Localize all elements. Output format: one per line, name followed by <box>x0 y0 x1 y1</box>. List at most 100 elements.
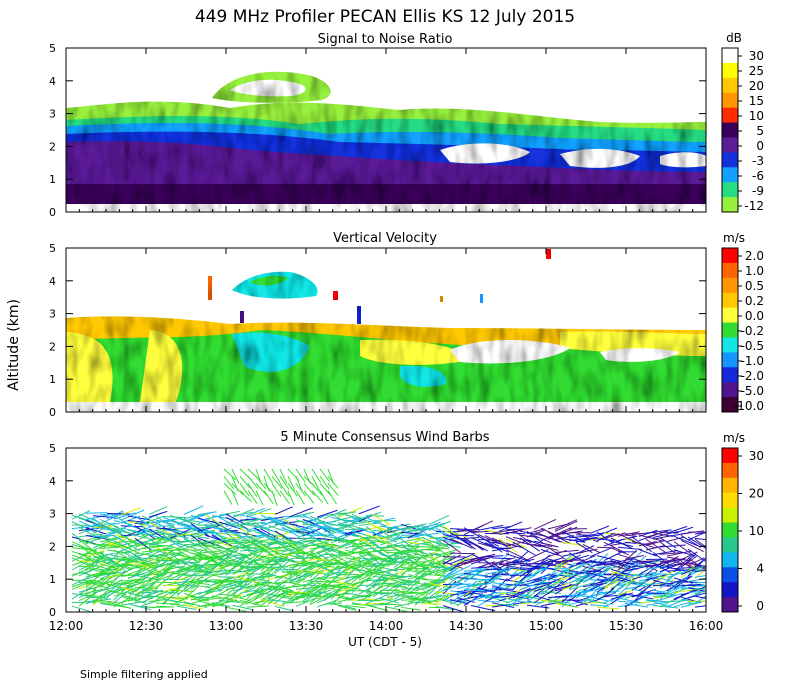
wind-barb <box>358 535 375 548</box>
wind-barb <box>449 599 469 605</box>
wind-barb <box>148 568 172 580</box>
wind-barb <box>519 601 544 603</box>
wind-barb <box>295 564 315 583</box>
wind-barb <box>568 587 588 602</box>
wind-barb <box>288 507 313 518</box>
wind-barb <box>351 598 378 601</box>
wind-barb <box>491 562 513 578</box>
wind-barb <box>428 594 450 600</box>
snr-colorbar-swatch <box>722 48 738 64</box>
wind-barb <box>218 510 240 516</box>
wind-barb <box>337 566 358 569</box>
wind-barb <box>323 512 347 516</box>
wind-barb <box>449 528 473 531</box>
wind-barb <box>484 595 510 604</box>
wind-barb <box>421 521 441 530</box>
wind-barb <box>218 546 238 553</box>
snr-colorbar-swatch <box>722 107 738 124</box>
wind-barb <box>134 585 154 597</box>
wind-barb <box>106 541 125 549</box>
wind-barb <box>302 570 325 575</box>
snr-y-tick-label: 5 <box>49 42 56 55</box>
wind-barb <box>428 546 449 550</box>
wind-barb <box>239 521 266 526</box>
wind-barb <box>232 519 257 527</box>
wind-barb <box>645 574 665 578</box>
wind-barb <box>470 537 493 548</box>
wind-barb <box>386 555 402 568</box>
wind-barb <box>617 546 642 551</box>
wind-barb <box>218 538 241 542</box>
wind-barb <box>246 536 270 548</box>
wind-barb <box>311 483 323 496</box>
wind-barb <box>253 584 274 601</box>
wind-barb <box>456 581 482 590</box>
wind-barb <box>127 564 152 572</box>
wind-barb <box>449 558 467 571</box>
wind-barb <box>498 521 523 532</box>
wind-barb <box>155 561 175 580</box>
wind-barb <box>638 558 663 565</box>
wind-barb <box>547 531 571 545</box>
wind-barb <box>176 542 198 550</box>
wind-barb <box>141 515 165 528</box>
wind-barb <box>484 555 504 558</box>
wind-barb <box>687 592 706 599</box>
wind-barb <box>302 555 324 560</box>
wind-barb <box>267 581 285 594</box>
snr-bright-patches <box>440 143 706 168</box>
wind-barb <box>295 490 305 505</box>
wind-barb <box>92 543 117 546</box>
wind-barb <box>470 582 492 587</box>
wind-barb <box>223 475 235 490</box>
wind-barb <box>309 564 324 578</box>
wind-barb <box>316 537 341 542</box>
wind-barb <box>231 476 239 492</box>
wind-barb <box>603 579 624 588</box>
wind-barb <box>568 554 590 562</box>
wind-colorbar-swatch <box>722 537 738 553</box>
wind-barb <box>246 582 268 589</box>
wind-barb <box>99 556 124 568</box>
wind-barb <box>477 578 500 581</box>
wind-barb <box>666 598 688 608</box>
wind-barb <box>120 586 140 594</box>
wind-barb <box>631 594 654 600</box>
wind-barb <box>141 570 161 578</box>
wind-barb <box>386 551 412 556</box>
x-axis-label: UT (CDT - 5) <box>348 635 422 649</box>
wind-barb <box>365 537 384 551</box>
wind-barb <box>358 570 378 581</box>
wind-barb <box>596 563 623 569</box>
wind-colorbar-unit: m/s <box>723 431 745 445</box>
wind-barb <box>225 528 246 542</box>
wind-barb <box>477 533 500 545</box>
wind-barb <box>134 515 151 528</box>
wind-barb <box>400 558 419 572</box>
wind-barb <box>204 554 225 561</box>
wind-barb <box>197 525 220 532</box>
time-tick-label: 16:00 <box>689 619 724 633</box>
wind-barb <box>302 551 321 560</box>
snr-colorbar-swatch <box>722 152 738 168</box>
wind-barb <box>659 585 682 594</box>
wind-barb <box>694 532 706 535</box>
wind-barb <box>379 560 404 564</box>
wind-barb <box>92 552 111 561</box>
wind-barb <box>113 588 136 597</box>
wind-colorbar-border <box>721 447 739 613</box>
wind-barb <box>92 535 111 542</box>
wind-barb <box>323 593 350 596</box>
wind-barb <box>295 468 306 483</box>
wind-barb <box>85 512 108 514</box>
wind-barb <box>421 568 446 576</box>
wind-barb <box>288 558 307 566</box>
wind-barb <box>687 565 706 570</box>
wind-barb <box>533 543 559 551</box>
wind-plot-frame: 0 1 2 3 4 5 <box>49 442 707 619</box>
wind-barb <box>659 541 676 554</box>
wind-barb <box>218 543 240 555</box>
wind-barb <box>148 528 166 539</box>
wind-barb <box>687 536 706 549</box>
wind-barb <box>477 535 500 547</box>
